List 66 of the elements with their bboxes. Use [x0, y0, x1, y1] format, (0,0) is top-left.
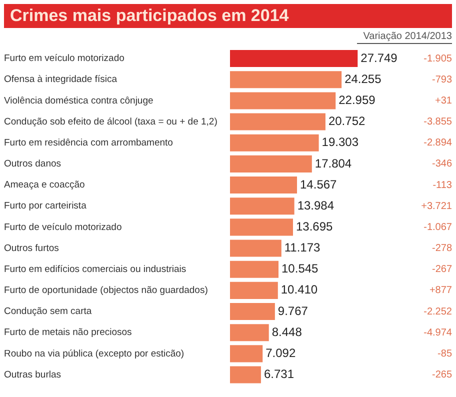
text: -793	[432, 74, 452, 86]
data-label: 14.567	[300, 177, 338, 192]
data-label: 6.731	[264, 367, 294, 382]
chart-title: Crimes mais participados em 2014	[4, 4, 452, 28]
data-label: 8.448	[272, 324, 302, 339]
bar	[230, 303, 275, 320]
text: +877	[429, 285, 452, 296]
bar	[230, 260, 279, 278]
data-label: 17.804	[314, 156, 352, 170]
text: -1.905	[424, 53, 452, 64]
y-tick-label: Ofensa à integridade física	[4, 74, 118, 86]
text: +3.721	[421, 200, 452, 212]
text: -85	[438, 348, 452, 360]
bar	[230, 50, 358, 68]
y-tick-label: Outras burlas	[4, 369, 62, 380]
y-tick-label: Ameaça e coacção	[4, 180, 85, 191]
bar	[230, 134, 319, 152]
y-tick-label: Outros danos	[4, 158, 62, 170]
text: -113	[432, 180, 452, 191]
data-label: 19.303	[322, 135, 359, 150]
bar	[230, 155, 312, 172]
bar	[230, 176, 298, 194]
text: -2.894	[424, 138, 452, 149]
bar	[230, 282, 278, 299]
y-tick-label: Furto em veículo motorizado	[4, 53, 124, 64]
data-label: 11.173	[284, 240, 321, 255]
bar	[230, 71, 342, 88]
y-tick-label: Furto em edifícios comerciais ou industriais	[4, 264, 186, 275]
data-label: 9.767	[278, 304, 308, 318]
bar	[230, 198, 294, 215]
bar	[230, 92, 336, 110]
text: -1.067	[424, 222, 452, 233]
text: -4.974	[424, 327, 452, 338]
bar	[230, 240, 282, 257]
bar	[230, 366, 261, 384]
data-label: 7.092	[266, 346, 296, 360]
text: +31	[435, 95, 452, 106]
data-label: 10.410	[280, 282, 318, 297]
text: -3.855	[424, 116, 452, 128]
y-tick-label: Furto em residência com arrombamento	[4, 137, 173, 148]
text: -346	[432, 158, 452, 170]
y-tick-label: Condução sem carta	[4, 306, 92, 318]
text: -2.252	[424, 306, 452, 318]
y-tick-label: Violência doméstica contra cônjuge	[4, 95, 154, 106]
y-tick-label: Condução sob efeito de álcool (taxa = ou + de 1,2)	[4, 116, 218, 128]
data-label: 27.749	[360, 50, 398, 65]
text: -267	[432, 264, 452, 276]
y-tick-label: Roubo na via pública (excepto por esticão)	[4, 348, 184, 360]
data-label: 20.752	[328, 114, 366, 128]
data-label: 10.545	[282, 262, 319, 276]
y-tick-label: Furto de veículo motorizado	[4, 222, 122, 233]
y-tick-label: Furto de oportunidade (objectos não guardados)	[4, 285, 208, 296]
text: -265	[432, 370, 452, 381]
bar	[230, 218, 293, 236]
y-tick-label: Furto por carteirista	[4, 200, 88, 212]
data-label: 24.255	[344, 72, 382, 86]
data-label: 22.959	[338, 93, 376, 108]
data-label: 13.984	[297, 198, 334, 212]
text: -278	[432, 243, 452, 254]
bar	[230, 324, 269, 342]
bar	[230, 345, 263, 362]
y-tick-label: Furto de metais não preciosos	[4, 327, 132, 338]
bar	[230, 113, 326, 130]
y-tick-label: Outros furtos	[4, 242, 60, 254]
data-label: 13.695	[296, 220, 334, 234]
text: Variação 2014/2013	[363, 30, 452, 42]
